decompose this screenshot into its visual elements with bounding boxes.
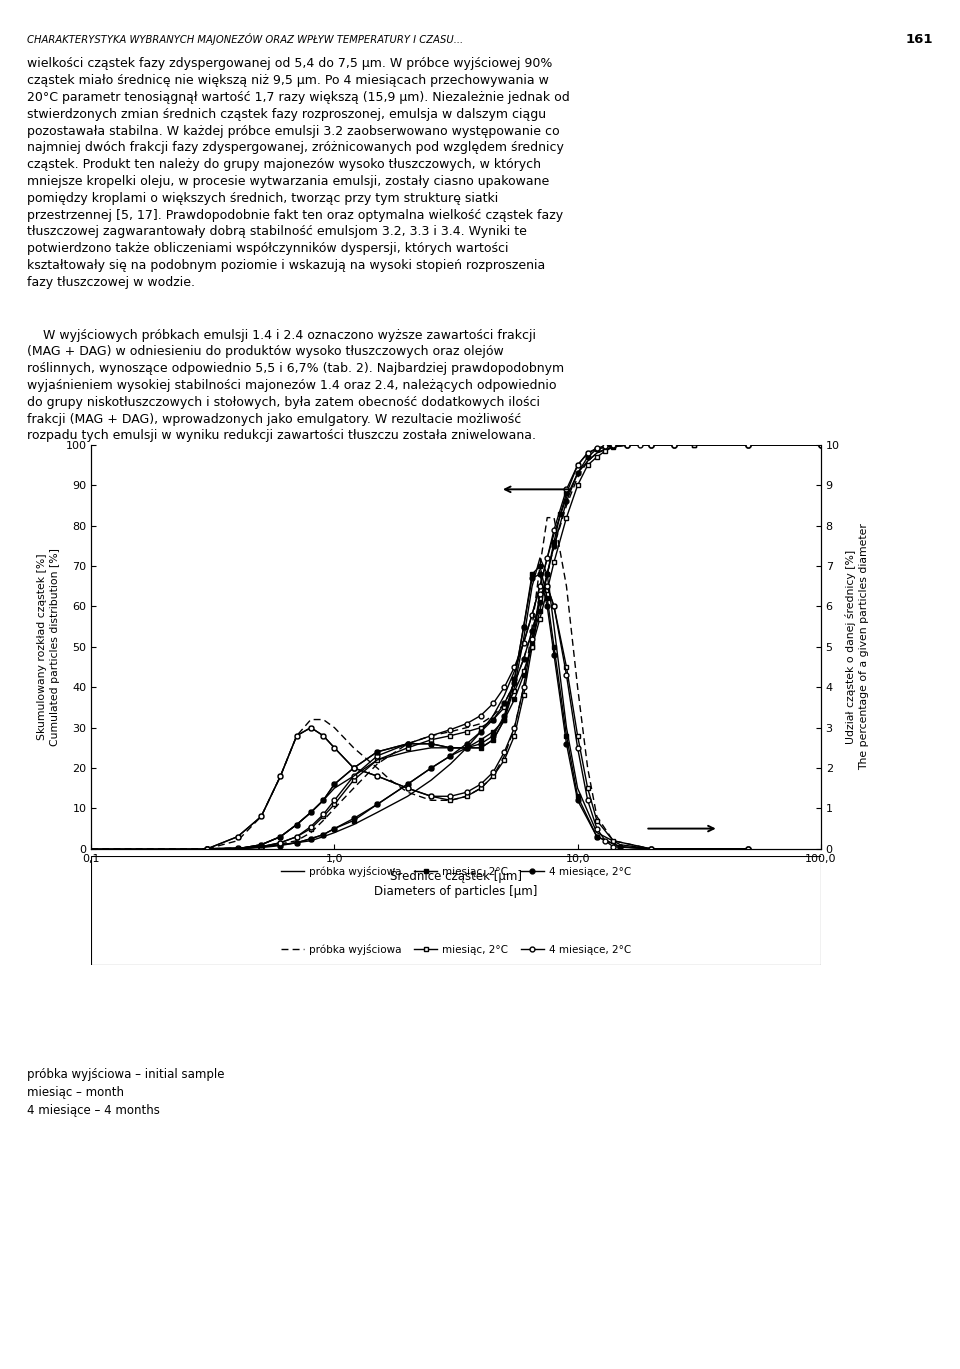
Legend: próbka wyjściowa, miesiąc, 2°C, 4 miesiące, 2°C: próbka wyjściowa, miesiąc, 2°C, 4 miesią… [276,939,636,960]
Text: wielkości cząstek fazy zdyspergowanej od 5,4 do 7,5 μm. W próbce wyjściowej 90%
: wielkości cząstek fazy zdyspergowanej od… [27,57,569,289]
Text: W wyjściowych próbkach emulsji 1.4 i 2.4 oznaczono wyższe zawartości frakcji
(MA: W wyjściowych próbkach emulsji 1.4 i 2.4… [27,329,564,442]
X-axis label: Średnice cząstek [μm]
Diameters of particles [μm]: Średnice cząstek [μm] Diameters of parti… [374,868,538,898]
Text: CHARAKTERYSTYKA WYBRANYCH MAJONEZÓW ORAZ WPŁYW TEMPERATURY I CZASU...: CHARAKTERYSTYKA WYBRANYCH MAJONEZÓW ORAZ… [27,33,463,45]
Text: próbka wyjściowa – initial sample
miesiąc – month
4 miesiące – 4 months: próbka wyjściowa – initial sample miesią… [27,1068,225,1117]
Y-axis label: Udział cząstek o danej średnicy [%]
The percentage of a given particles diameter: Udział cząstek o danej średnicy [%] The … [845,523,870,771]
Text: 161: 161 [905,33,933,45]
Y-axis label: Skumulowany rozkład cząstek [%]
Cumulated particles distribution [%]: Skumulowany rozkład cząstek [%] Cumulate… [36,548,60,746]
